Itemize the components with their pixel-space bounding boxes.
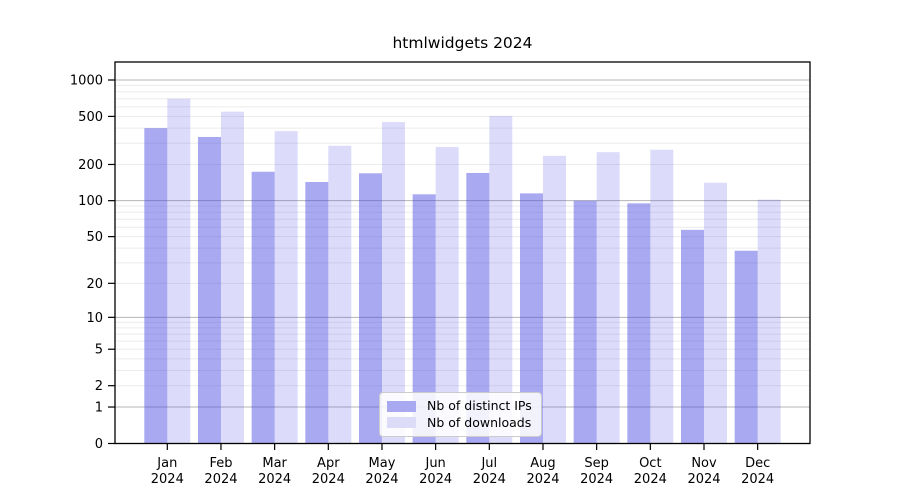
bar-distinct-ips — [197, 136, 221, 444]
x-tick-label-month: Dec — [745, 456, 770, 471]
bar-distinct-ips — [144, 128, 168, 444]
x-tick-label-month: Mar — [262, 456, 287, 471]
chart-title: htmlwidgets 2024 — [392, 34, 533, 52]
x-tick-label-year: 2024 — [151, 472, 184, 487]
x-tick-label-year: 2024 — [687, 472, 720, 487]
x-tick-label-month: Aug — [530, 456, 555, 471]
legend: Nb of distinct IPs Nb of downloads — [379, 392, 542, 437]
y-tick-label: 5 — [95, 343, 103, 358]
bar-downloads — [596, 152, 620, 444]
bar-downloads — [489, 115, 513, 444]
bar-downloads — [650, 149, 674, 444]
bar-downloads — [220, 111, 244, 444]
x-tick-label-year: 2024 — [365, 472, 398, 487]
y-tick-label: 20 — [86, 277, 103, 292]
x-tick-label-year: 2024 — [204, 472, 237, 487]
legend-item-downloads: Nb of downloads — [387, 414, 541, 430]
x-tick-label-year: 2024 — [741, 472, 774, 487]
x-tick-label-month: May — [369, 456, 396, 471]
x-tick-label-year: 2024 — [419, 472, 452, 487]
bar-distinct-ips — [358, 173, 382, 444]
bar-distinct-ips — [573, 200, 597, 444]
x-tick-label-year: 2024 — [473, 472, 506, 487]
x-tick-label-month: Nov — [691, 456, 717, 471]
bar-downloads — [704, 182, 727, 444]
legend-label-downloads: Nb of downloads — [427, 414, 532, 430]
y-tick-label: 1000 — [70, 74, 103, 89]
x-tick-label-year: 2024 — [312, 472, 345, 487]
x-tick-label-month: Jun — [424, 456, 445, 471]
x-tick-label-year: 2024 — [258, 472, 291, 487]
bar-downloads — [274, 131, 298, 444]
bar-downloads — [435, 147, 459, 444]
x-tick-label-year: 2024 — [580, 472, 613, 487]
bar-distinct-ips — [412, 194, 436, 444]
bar-distinct-ips — [519, 193, 543, 444]
legend-label-distinct-ips: Nb of distinct IPs — [427, 398, 532, 413]
x-tick-label-year: 2024 — [526, 472, 559, 487]
y-tick-label: 50 — [86, 230, 103, 245]
legend-swatch-distinct-ips — [387, 400, 416, 412]
bar-downloads — [328, 145, 352, 444]
bar-distinct-ips — [305, 182, 329, 444]
bar-downloads — [167, 98, 191, 444]
x-tick-label-month: Sep — [584, 456, 609, 471]
bar-downloads — [542, 155, 566, 444]
x-tick-label-month: Jan — [156, 456, 177, 471]
y-tick-label: 100 — [78, 194, 103, 209]
x-tick-label-month: Feb — [209, 456, 232, 471]
plot-border — [114, 61, 811, 445]
bar-distinct-ips — [466, 172, 490, 444]
bar-downloads — [381, 122, 405, 444]
y-tick-label: 10 — [86, 311, 103, 326]
legend-swatch-downloads — [387, 417, 416, 429]
y-tick-label: 0 — [95, 437, 103, 452]
bar-distinct-ips — [251, 171, 275, 444]
x-tick-label-month: Jul — [480, 456, 497, 471]
y-tick-label: 200 — [78, 158, 103, 173]
bar-distinct-ips — [627, 203, 651, 444]
y-tick-label: 500 — [78, 110, 103, 125]
legend-item-distinct-ips: Nb of distinct IPs — [387, 398, 541, 413]
bar-downloads — [757, 199, 781, 444]
y-tick-label: 2 — [95, 379, 103, 394]
x-tick-label-month: Oct — [639, 456, 661, 471]
bar-distinct-ips — [734, 250, 758, 444]
x-tick-label-year: 2024 — [634, 472, 667, 487]
y-tick-label: 1 — [95, 401, 103, 416]
x-tick-label-month: Apr — [317, 456, 340, 471]
bar-distinct-ips — [681, 229, 704, 444]
